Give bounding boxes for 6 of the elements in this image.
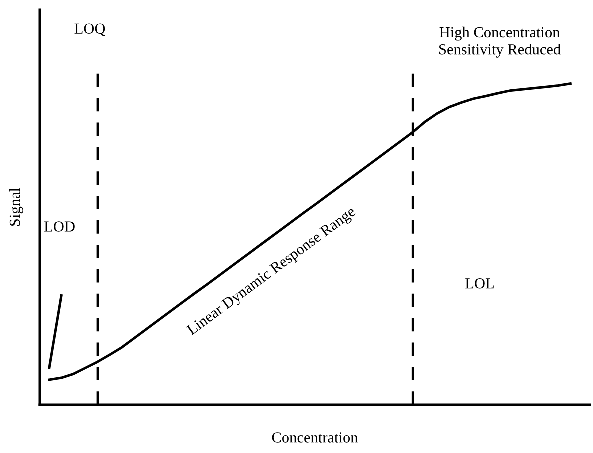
- text: High Concentration Sensitivity Reduced: [440, 26, 561, 58]
- annotation: LOD: [44, 222, 75, 232]
- x-axis-title: Concentration: [272, 432, 358, 443]
- text: LOQ: [74, 24, 106, 36]
- y-axis-title: Signal: [9, 188, 24, 226]
- annotation: LOL: [466, 278, 494, 289]
